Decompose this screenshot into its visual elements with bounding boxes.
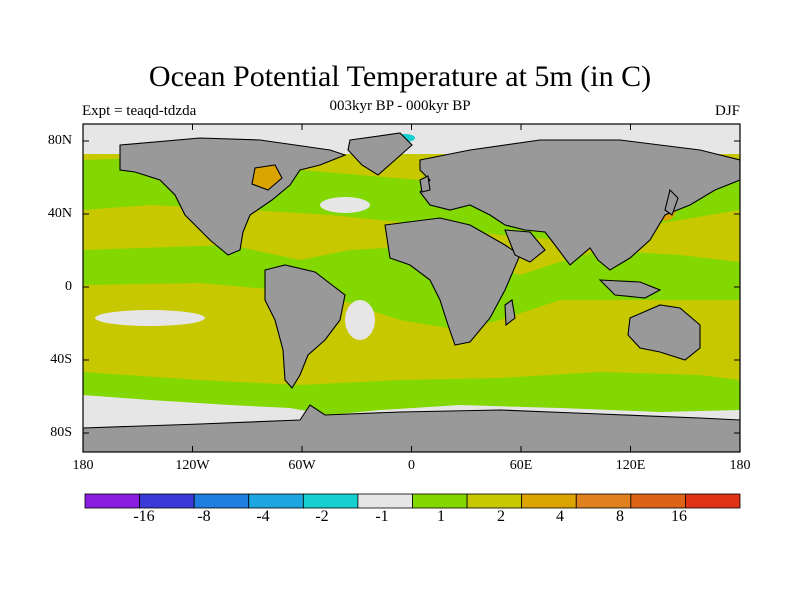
colorbar-box xyxy=(139,493,195,509)
ocean-cool-patch xyxy=(345,300,375,340)
lon-tick-label: 0 xyxy=(408,458,415,473)
land-africa xyxy=(384,217,521,346)
colorbar-box xyxy=(302,493,359,509)
lon-tick-label: 60E xyxy=(509,458,533,473)
lon-tick-label: 180 xyxy=(729,458,751,473)
land-uk xyxy=(419,175,431,193)
lon-tick-label: 180 xyxy=(72,458,94,473)
lat-tick-label: 80S xyxy=(50,425,72,440)
season-label: DJF xyxy=(714,103,740,119)
lat-tick-label: 40S xyxy=(50,352,72,367)
land-indonesia xyxy=(598,279,662,299)
period-label: 003kyr BP - 000kyr BP xyxy=(329,98,471,114)
colorbar-label: -4 xyxy=(256,508,270,525)
colorbar-box xyxy=(575,493,632,509)
land-antarctica xyxy=(83,404,740,452)
experiment-label: Expt = teaqd-tdzda xyxy=(82,103,197,119)
ocean-band-1-2 xyxy=(83,245,740,330)
land-australia xyxy=(627,304,701,361)
colorbar-box xyxy=(248,493,304,509)
ocean-cool-patch xyxy=(95,310,205,326)
colorbar-label: 2 xyxy=(497,508,505,525)
colorbar-box xyxy=(412,493,468,509)
colorbar-box xyxy=(521,493,577,509)
lat-tick-label: 0 xyxy=(65,279,72,294)
colorbar-box xyxy=(466,493,523,509)
map-panel xyxy=(83,124,740,452)
lon-tick-label: 120E xyxy=(615,458,646,473)
chart-title: Ocean Potential Temperature at 5m (in C) xyxy=(148,60,652,93)
colorbar-label: 16 xyxy=(671,508,687,525)
colorbar-box xyxy=(84,493,140,509)
lon-tick-label: 120W xyxy=(175,458,210,473)
colorbar-box xyxy=(193,493,250,509)
lat-tick-label: 40N xyxy=(47,206,72,221)
land-japan xyxy=(664,188,679,216)
colorbar-label: 8 xyxy=(616,508,624,525)
lat-tick-label: 80N xyxy=(47,133,72,148)
colorbar-box xyxy=(357,493,413,509)
colorbar xyxy=(84,493,741,509)
ocean-cool-patch xyxy=(320,197,370,213)
axis-ticks xyxy=(83,124,740,452)
land-hudson-bay-cut xyxy=(251,164,283,191)
colorbar-label: -16 xyxy=(133,508,155,525)
land-arabia xyxy=(504,229,546,263)
lon-tick-label: 60W xyxy=(288,458,316,473)
land-north-america xyxy=(119,137,347,256)
land-south-america xyxy=(264,264,346,389)
land-greenland xyxy=(347,132,413,176)
colorbar-box xyxy=(630,493,686,509)
land-madagascar xyxy=(504,299,516,327)
colorbar-label: -8 xyxy=(197,508,211,525)
colorbar-label: -1 xyxy=(375,508,389,525)
land-eurasia xyxy=(419,139,740,271)
colorbar-label: -2 xyxy=(315,508,329,525)
colorbar-box xyxy=(685,493,741,509)
colorbar-label: 4 xyxy=(556,508,564,525)
continents xyxy=(83,132,740,452)
colorbar-label: 1 xyxy=(437,508,445,525)
